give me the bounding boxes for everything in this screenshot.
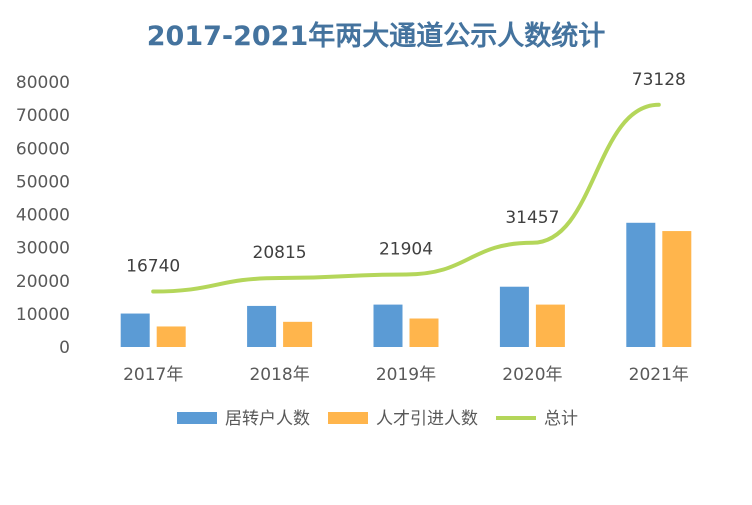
y-tick-label: 60000 (16, 139, 70, 159)
bar-talent-0 (156, 326, 186, 347)
bar-talent-3 (535, 304, 565, 347)
bar-series (120, 222, 692, 347)
x-tick-label: 2020年 (502, 365, 562, 385)
x-axis: 2017年 2018年 2019年 2020年 2021年 (123, 365, 689, 385)
legend-swatch-1 (328, 412, 368, 424)
total-data-label: 16740 (126, 257, 180, 277)
total-data-label: 31457 (505, 208, 559, 228)
total-data-label: 21904 (379, 239, 433, 259)
total-line-series: 16740 20815 21904 31457 73128 (126, 70, 686, 294)
x-tick-label: 2018年 (249, 365, 309, 385)
total-data-label: 20815 (253, 243, 307, 263)
y-tick-label: 10000 (16, 305, 70, 325)
y-axis: 0 10000 20000 30000 40000 50000 60000 70000 8000… (16, 73, 70, 358)
y-tick-label: 50000 (16, 172, 70, 192)
bar-settled-3 (499, 286, 529, 347)
bar-talent-1 (283, 321, 313, 347)
legend-label: 居转户人数 (225, 409, 310, 429)
bar-talent-2 (409, 318, 439, 347)
legend: 居转户人数 人才引进人数 总计 (177, 409, 578, 429)
chart-title: 2017-2021年两大通道公示人数统计 (146, 21, 606, 52)
y-tick-label: 0 (59, 338, 70, 358)
y-tick-label: 30000 (16, 239, 70, 259)
y-tick-label: 20000 (16, 272, 70, 292)
total-line (151, 102, 661, 294)
legend-label: 总计 (544, 409, 578, 429)
x-tick-label: 2017年 (123, 365, 183, 385)
x-tick-label: 2021年 (629, 365, 689, 385)
y-tick-label: 40000 (16, 206, 70, 226)
total-data-label: 73128 (632, 70, 686, 90)
legend-label: 人才引进人数 (376, 409, 478, 429)
bar-settled-0 (120, 313, 150, 347)
bar-settled-2 (373, 304, 403, 347)
bar-settled-1 (247, 305, 277, 347)
x-tick-label: 2019年 (376, 365, 436, 385)
y-tick-label: 70000 (16, 106, 70, 126)
bar-settled-4 (626, 222, 656, 347)
bar-talent-4 (662, 231, 692, 347)
legend-swatch-0 (177, 412, 217, 424)
y-tick-label: 80000 (16, 73, 70, 93)
